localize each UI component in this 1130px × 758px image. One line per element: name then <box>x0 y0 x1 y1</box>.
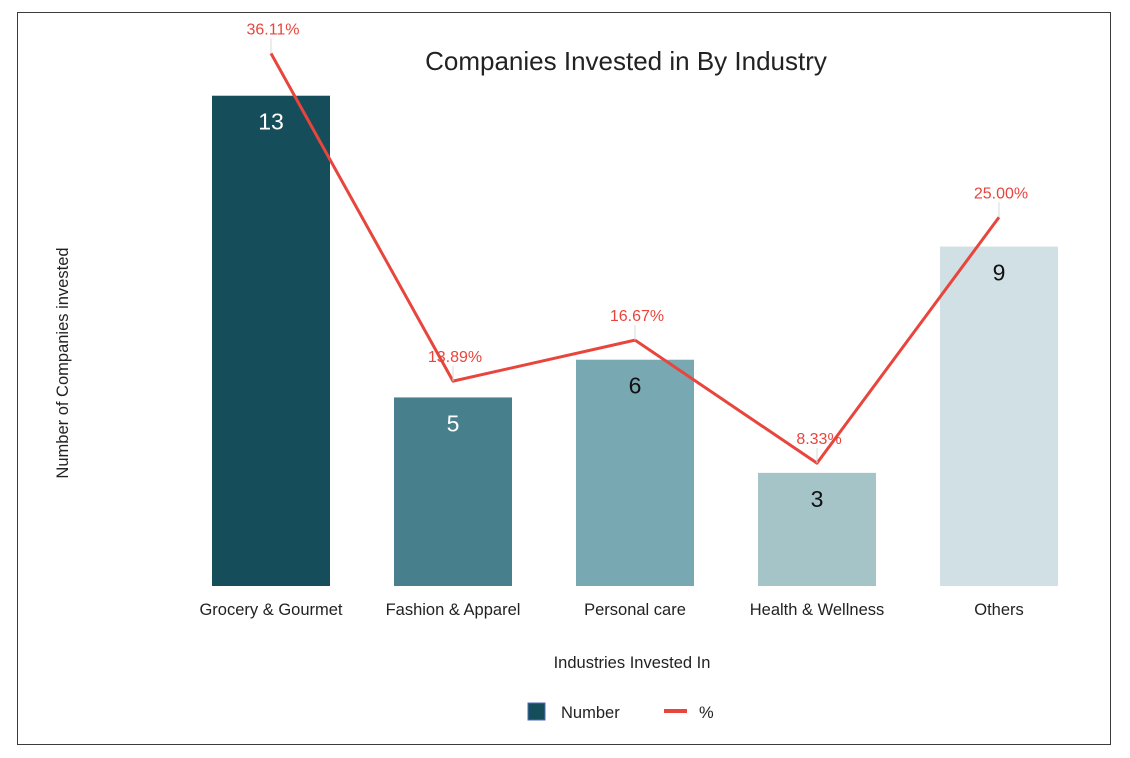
bar-3 <box>758 472 876 586</box>
legend-number-swatch <box>527 702 546 721</box>
chart-frame: Companies Invested in By Industry Number… <box>17 12 1111 745</box>
y-axis-title: Number of Companies invested <box>54 247 72 478</box>
percent-label-3: 8.33% <box>796 431 841 448</box>
percent-label-0: 36.11% <box>246 21 299 38</box>
bar-1 <box>394 397 512 586</box>
legend-number-label: Number <box>561 704 620 722</box>
percent-label-4: 25.00% <box>974 185 1028 202</box>
bar-value-label-2: 6 <box>629 373 642 399</box>
bar-value-label-1: 5 <box>447 410 460 436</box>
category-label-3: Health & Wellness <box>750 601 885 619</box>
category-label-0: Grocery & Gourmet <box>199 601 342 619</box>
bar-value-label-3: 3 <box>811 486 824 512</box>
bar-4 <box>940 246 1058 587</box>
line-group: 36.11% 13.89% 16.67% 8.33% 25.00% <box>246 21 1028 465</box>
chart-title: Companies Invested in By Industry <box>425 46 827 76</box>
x-axis-title: Industries Invested In <box>554 654 711 672</box>
bar-value-label-4: 9 <box>993 260 1006 286</box>
bar-2 <box>576 359 694 586</box>
legend-percent-label: % <box>699 704 714 722</box>
category-label-2: Personal care <box>584 601 686 619</box>
chart-svg: Companies Invested in By Industry Number… <box>54 21 1058 722</box>
legend: Number % <box>527 702 714 722</box>
percent-label-1: 13.89% <box>428 349 482 366</box>
percent-label-2: 16.67% <box>610 308 664 325</box>
bar-0 <box>212 95 330 586</box>
bars-group: 13 5 6 3 9 <box>212 95 1058 587</box>
categories-group: Grocery & Gourmet Fashion & Apparel Person… <box>199 601 1023 619</box>
bar-value-label-0: 13 <box>258 109 284 135</box>
category-label-1: Fashion & Apparel <box>386 601 521 619</box>
category-label-4: Others <box>974 601 1024 619</box>
